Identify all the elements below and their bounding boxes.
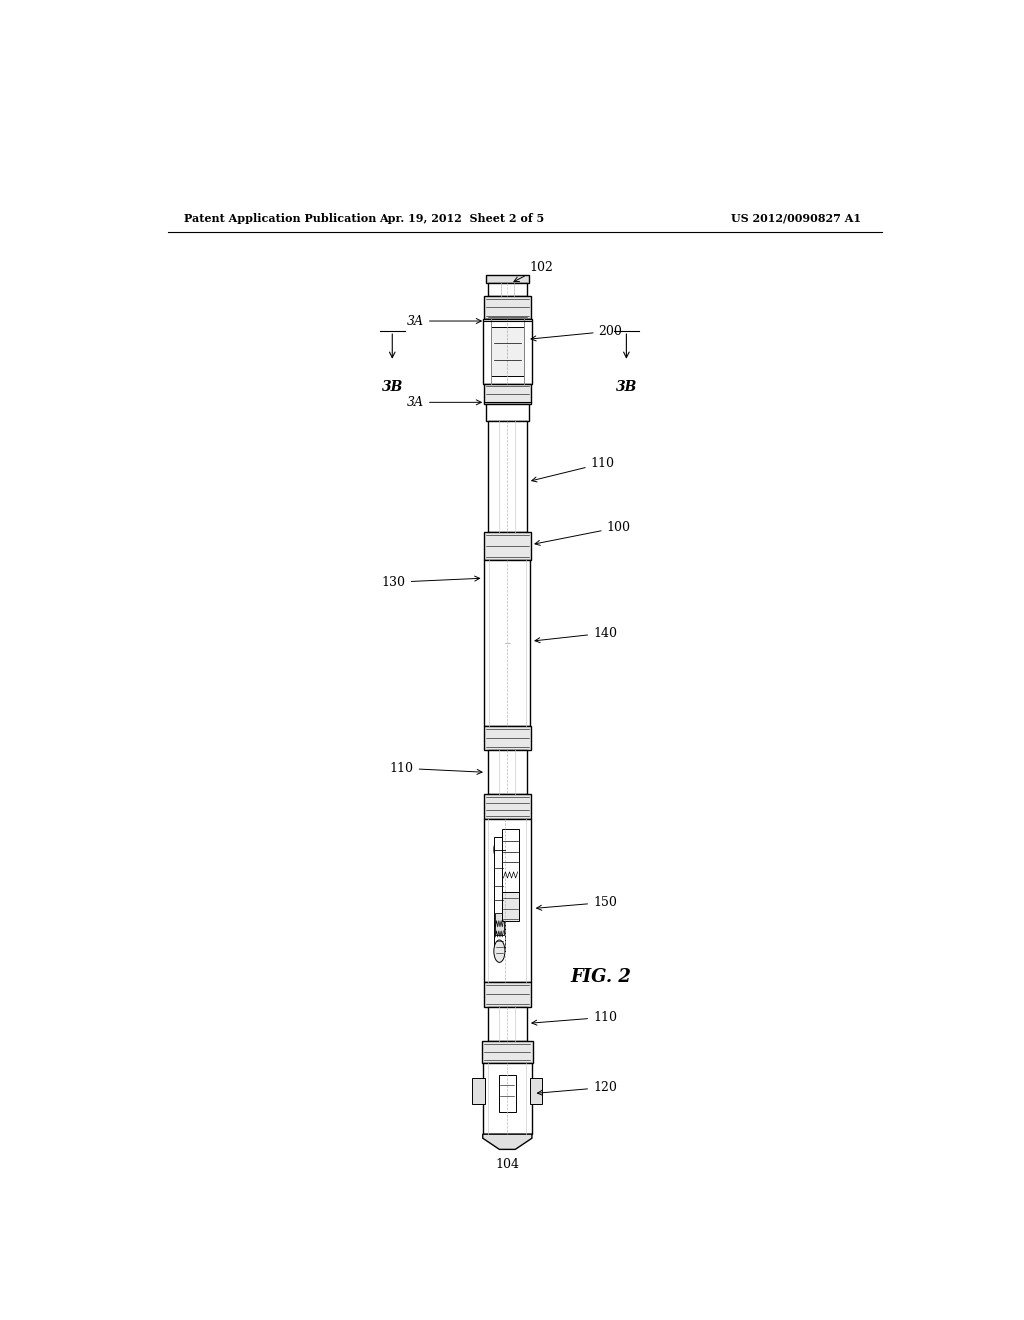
Bar — [482, 1063, 531, 1134]
Text: 140: 140 — [535, 627, 617, 643]
Bar — [502, 829, 519, 900]
Bar — [487, 750, 527, 793]
Bar — [495, 912, 504, 935]
Bar — [490, 327, 524, 376]
Bar — [483, 726, 531, 750]
Text: 3A: 3A — [407, 396, 481, 409]
Text: Patent Application Publication: Patent Application Publication — [183, 213, 376, 224]
Bar — [472, 1078, 485, 1104]
Bar — [529, 1078, 543, 1104]
Bar — [483, 982, 531, 1007]
Bar — [494, 837, 505, 952]
Bar — [487, 1007, 527, 1040]
Bar — [487, 421, 527, 532]
Bar — [487, 284, 527, 296]
Text: 3B: 3B — [615, 380, 637, 393]
Text: 110: 110 — [390, 762, 482, 775]
Text: FIG. 2: FIG. 2 — [570, 968, 632, 986]
Bar — [484, 560, 530, 726]
Bar — [486, 404, 528, 421]
Bar — [483, 793, 531, 818]
Bar — [482, 1040, 532, 1063]
Text: Apr. 19, 2012  Sheet 2 of 5: Apr. 19, 2012 Sheet 2 of 5 — [379, 213, 544, 224]
Text: 3A: 3A — [407, 314, 481, 327]
Bar — [502, 892, 519, 921]
Text: 130: 130 — [382, 576, 479, 589]
Text: 110: 110 — [531, 1011, 617, 1026]
Text: 3B: 3B — [382, 380, 403, 393]
Text: 120: 120 — [538, 1081, 616, 1096]
Text: US 2012/0090827 A1: US 2012/0090827 A1 — [731, 213, 861, 224]
Bar — [499, 1076, 516, 1111]
Bar — [483, 532, 531, 560]
Text: 102: 102 — [514, 260, 553, 281]
Text: 200: 200 — [531, 325, 623, 341]
Polygon shape — [482, 1134, 531, 1150]
Bar — [482, 319, 531, 384]
Ellipse shape — [494, 838, 505, 861]
Text: 100: 100 — [535, 521, 631, 545]
Bar — [483, 296, 531, 319]
Text: 150: 150 — [537, 896, 616, 911]
Bar — [483, 818, 531, 982]
Ellipse shape — [494, 940, 505, 962]
Text: 104: 104 — [496, 1158, 519, 1171]
Text: 110: 110 — [531, 457, 614, 482]
Bar — [486, 276, 528, 284]
Bar — [483, 384, 531, 404]
